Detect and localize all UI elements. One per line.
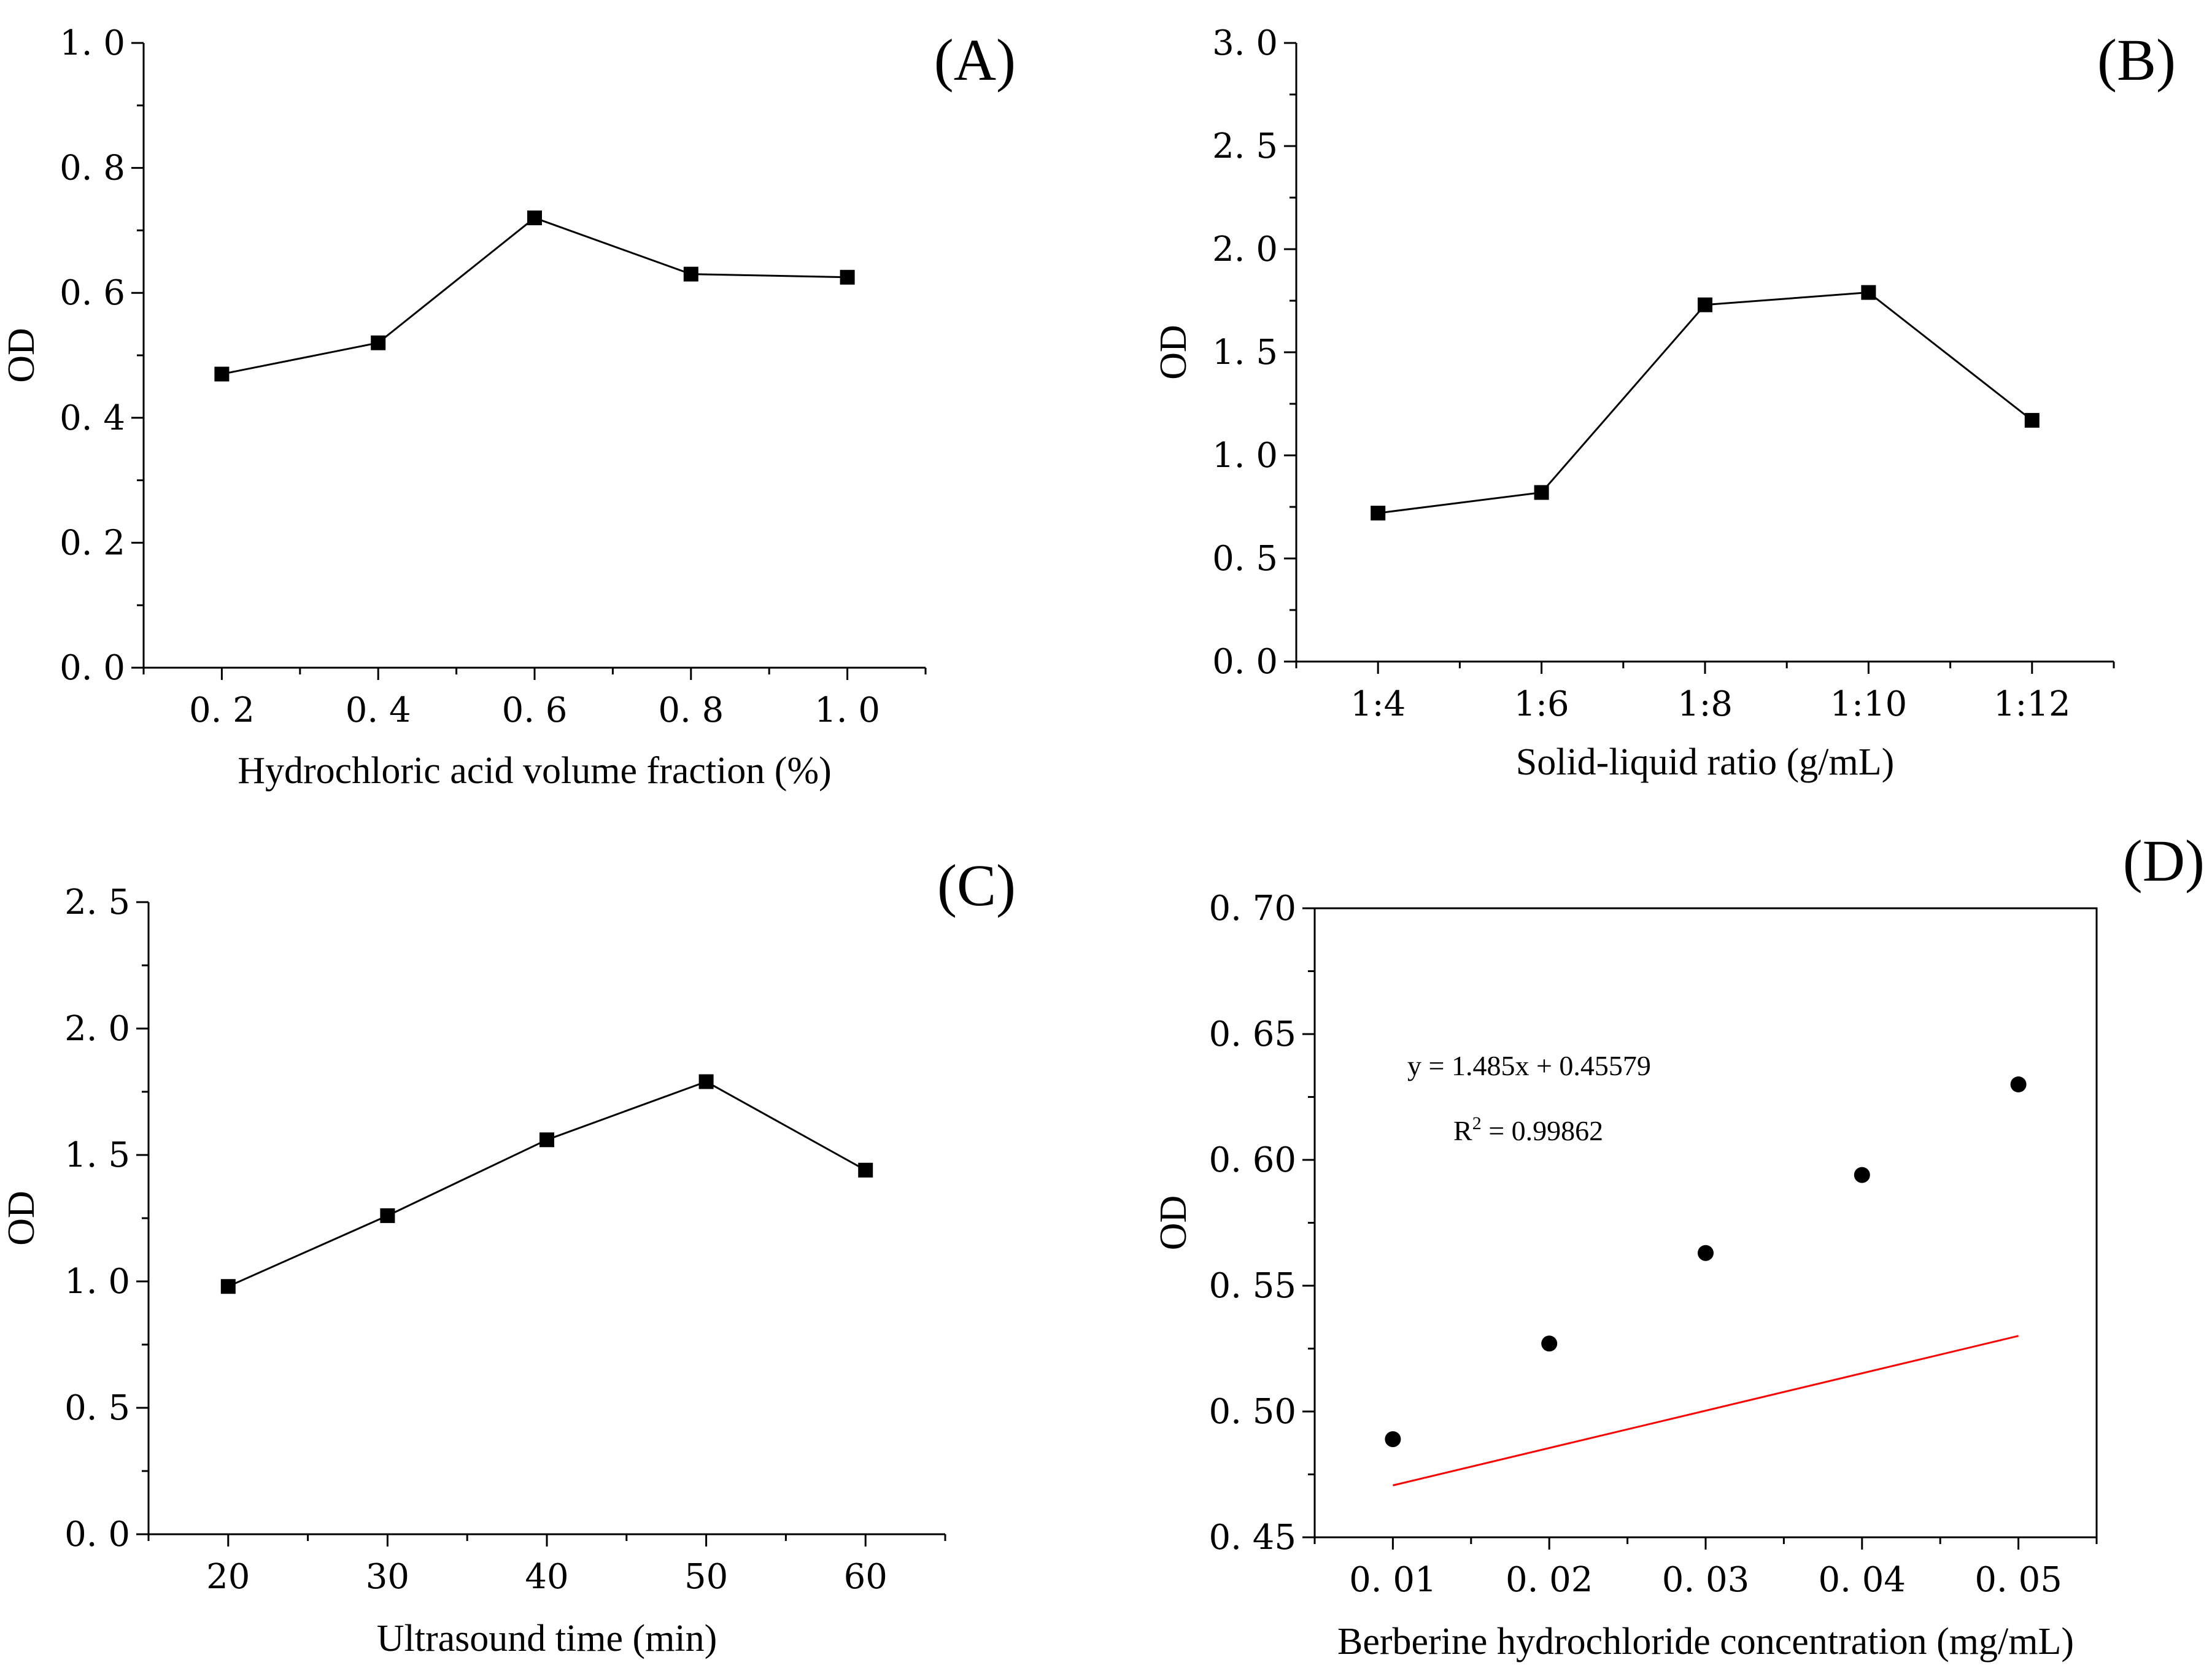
y-tick-label: 0. 8	[60, 149, 125, 188]
panel-label: (A)	[934, 27, 1016, 93]
y-tick-label: 0. 6	[60, 273, 125, 313]
y-axis-title: OD	[1153, 325, 1194, 380]
x-tick-label: 40	[525, 1557, 568, 1597]
panel-d: 0. 45 0. 50 0. 55 0. 60 0. 65 0. 70 0. 01 0. 02…	[1153, 828, 2205, 1662]
data-point	[527, 210, 542, 226]
data-point	[2010, 1076, 2027, 1092]
x-tick-label: 1:4	[1350, 684, 1406, 724]
x-axis-title: Solid-liquid ratio (g/mL)	[1516, 741, 1895, 783]
y-tick-label: 1. 0	[64, 1262, 130, 1302]
data-point	[698, 1074, 714, 1089]
y-tick-label: 1. 0	[1212, 436, 1278, 476]
y-tick-label: 0. 5	[1212, 539, 1278, 579]
y-tick-label: 0. 45	[1209, 1518, 1297, 1558]
panel-label: (B)	[2097, 27, 2176, 93]
y-tick-label: 0. 2	[60, 523, 125, 563]
x-tick-label: 1. 0	[814, 690, 880, 730]
x-tick-label: 50	[684, 1557, 728, 1597]
x-axis-title: Hydrochloric acid volume fraction (%)	[238, 750, 832, 792]
data-point	[1534, 485, 1549, 500]
data-point	[683, 266, 698, 282]
x-tick-label: 1:10	[1830, 684, 1908, 724]
x-tick-label: 1:6	[1514, 684, 1569, 724]
panel-a: 0. 0 0. 2 0. 4 0. 6 0. 8 1. 0 0. 2 0. 4 0. 6 0. 8…	[1, 23, 1016, 792]
x-axis-title: Berberine hydrochloride concentration (m…	[1337, 1621, 2074, 1662]
x-tick-label: 0. 04	[1819, 1560, 1906, 1600]
data-point	[214, 366, 230, 382]
y-tick-label: 0. 0	[60, 648, 125, 688]
x-tick-label: 1:12	[1994, 684, 2071, 724]
x-tick-label: 0. 03	[1662, 1560, 1750, 1600]
x-tick-label: 0. 2	[189, 690, 255, 730]
y-axis-title: OD	[1, 1191, 42, 1246]
data-point	[1861, 285, 1876, 300]
y-tick-label: 2. 0	[64, 1009, 130, 1049]
y-tick-label: 0. 50	[1209, 1392, 1297, 1432]
y-tick-label: 0. 0	[1212, 642, 1278, 682]
data-point	[1698, 1245, 1714, 1261]
fit-equation: y = 1.485x + 0.45579	[1407, 1050, 1651, 1081]
panel-c: 0. 0 0. 5 1. 0 1. 5 2. 0 2. 5 20 30 40 50 60 Ultras…	[1, 852, 1016, 1659]
y-tick-label: 2. 5	[64, 882, 130, 922]
x-tick-label: 60	[844, 1557, 888, 1597]
y-tick-label: 0. 0	[64, 1515, 130, 1554]
y-tick-label: 0. 4	[60, 398, 125, 438]
y-tick-label: 0. 55	[1209, 1266, 1297, 1306]
data-point	[858, 1162, 873, 1178]
fit-r-squared: R2 = 0.99862	[1453, 1113, 1603, 1146]
data-point	[220, 1279, 236, 1294]
x-tick-label: 30	[366, 1557, 409, 1597]
x-tick-label: 0. 8	[658, 690, 724, 730]
data-point	[1854, 1167, 1870, 1183]
y-tick-label: 0. 70	[1209, 889, 1297, 929]
y-axis-title: OD	[1, 328, 42, 383]
y-axis-title: OD	[1153, 1195, 1194, 1251]
data-point	[1371, 506, 1386, 521]
y-tick-label: 0. 65	[1209, 1014, 1297, 1054]
data-point	[840, 269, 855, 285]
panel-label: (D)	[2123, 828, 2205, 894]
data-point	[1698, 297, 1712, 312]
fit-line	[1393, 1335, 2019, 1486]
y-tick-label: 1. 5	[1212, 333, 1278, 373]
data-point	[539, 1132, 554, 1148]
data-point	[1385, 1431, 1401, 1448]
y-tick-label: 2. 0	[1212, 230, 1278, 269]
data-point	[1541, 1335, 1558, 1352]
y-tick-label: 1. 5	[64, 1135, 130, 1175]
x-tick-label: 0. 01	[1349, 1560, 1437, 1600]
y-tick-label: 3. 0	[1212, 23, 1278, 63]
data-point	[380, 1208, 395, 1223]
x-tick-label: 20	[206, 1557, 250, 1597]
y-tick-label: 1. 0	[60, 23, 125, 63]
panel-label: (C)	[937, 852, 1016, 918]
x-tick-label: 0. 05	[1974, 1560, 2062, 1600]
x-tick-label: 1:8	[1677, 684, 1733, 724]
x-tick-label: 0. 6	[502, 690, 568, 730]
x-axis-title: Ultrasound time (min)	[377, 1618, 717, 1659]
x-tick-label: 0. 4	[346, 690, 411, 730]
y-tick-label: 2. 5	[1212, 126, 1278, 166]
y-tick-label: 0. 5	[64, 1388, 130, 1428]
x-tick-label: 0. 02	[1506, 1560, 1593, 1600]
data-point	[371, 335, 386, 350]
data-point	[2024, 412, 2040, 428]
panel-b: 0. 0 0. 5 1. 0 1. 5 2. 0 2. 5 3. 0 1:4 1:6 1:8 1:1…	[1153, 23, 2176, 783]
y-tick-label: 0. 60	[1209, 1140, 1297, 1180]
